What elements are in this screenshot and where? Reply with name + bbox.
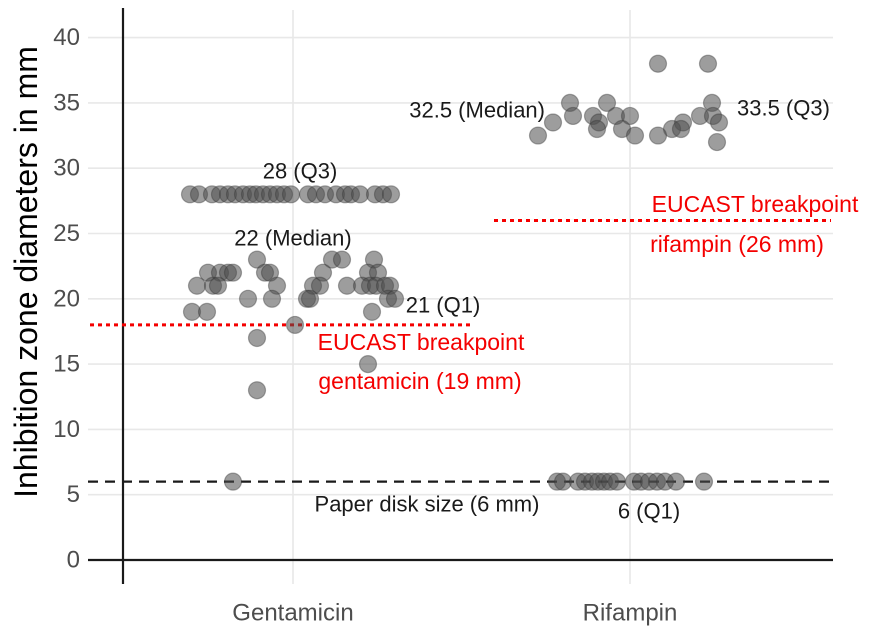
data-point (698, 54, 718, 73)
y-tick-label-25: 25 (53, 220, 80, 247)
annotation-bp-gent-2: gentamicin (19 mm) (318, 368, 521, 394)
y-tick-label-30: 30 (53, 155, 80, 182)
data-point (208, 276, 228, 295)
data-point (671, 119, 691, 139)
annotations: 28 (Q3) 22 (Median) 21 (Q1) 32.5 (Median) 33… (234, 96, 859, 524)
annotation-bp-rif-1: EUCAST breakpoint (652, 191, 859, 217)
data-point (607, 472, 627, 491)
data-point (528, 126, 548, 145)
data-point (358, 355, 378, 374)
annotation-rif-q1: 6 (Q1) (618, 499, 680, 524)
annotation-gent-q3: 28 (Q3) (263, 159, 338, 184)
annotation-gent-q1: 21 (Q1) (406, 293, 481, 318)
data-point (385, 289, 405, 308)
data-point (238, 289, 258, 308)
x-category-label-rifampin: Rifampin (583, 600, 678, 627)
y-axis-title: Inhibition zone diameters in mm (8, 46, 44, 498)
y-tick-label-35: 35 (53, 89, 80, 116)
data-point (262, 289, 282, 308)
y-tick-label-10: 10 (53, 416, 80, 443)
data-point (300, 289, 320, 308)
data-point (587, 119, 607, 139)
data-point (187, 276, 207, 295)
axis-lines (88, 8, 833, 584)
points-rifampin (528, 54, 729, 491)
y-tick-label-5: 5 (67, 481, 80, 508)
data-points (180, 54, 729, 491)
data-point (666, 472, 686, 491)
data-point (709, 113, 729, 132)
data-point (223, 472, 243, 491)
data-point (563, 106, 583, 126)
data-point (197, 302, 217, 321)
data-point (247, 328, 267, 348)
data-point (310, 276, 330, 295)
annotation-rif-q3: 33.5 (Q3) (737, 96, 830, 121)
y-tick-label-20: 20 (53, 285, 80, 312)
data-point (648, 126, 668, 145)
data-point (247, 381, 267, 400)
data-point (597, 93, 617, 113)
data-point (381, 185, 401, 204)
data-point (648, 54, 668, 73)
data-point (223, 263, 243, 282)
data-point (332, 250, 352, 269)
data-point (247, 250, 267, 269)
data-point (694, 472, 714, 491)
gridlines (88, 10, 833, 584)
annotation-rif-median: 32.5 (Median) (409, 98, 545, 123)
data-point (620, 106, 640, 126)
data-point (281, 185, 301, 204)
axis-labels: 0 5 10 15 20 25 30 35 40 Gentamicin Rifampin Inhibi… (8, 24, 677, 626)
annotation-bp-gent-1: EUCAST breakpoint (318, 329, 525, 355)
y-tick-label-0: 0 (67, 547, 80, 574)
data-point (625, 126, 645, 145)
y-tick-label-15: 15 (53, 351, 80, 378)
x-category-label-gentamicin: Gentamicin (232, 600, 353, 627)
annotation-gent-median: 22 (Median) (234, 226, 351, 251)
data-point (285, 315, 305, 335)
data-point (543, 113, 563, 132)
y-tick-label-40: 40 (53, 24, 80, 51)
data-point (362, 302, 382, 321)
points-gentamicin (180, 185, 405, 491)
annotation-bp-rif-2: rifampin (26 mm) (650, 231, 824, 257)
annotation-disk-label: Paper disk size (6 mm) (315, 492, 540, 517)
data-point (707, 132, 727, 152)
